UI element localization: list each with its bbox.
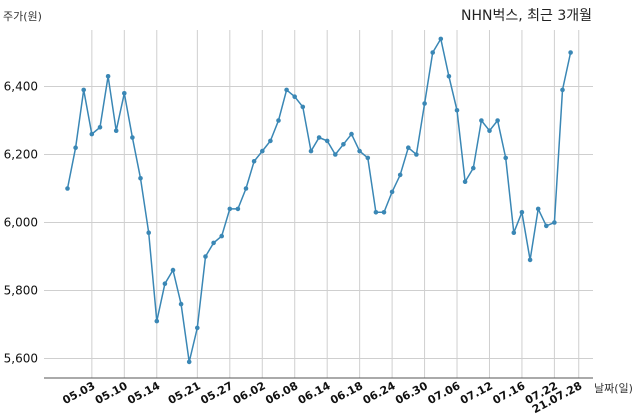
- price-point: [170, 267, 176, 273]
- price-point: [211, 240, 216, 246]
- x-tick-label: 05.21: [166, 379, 203, 407]
- y-tick-label: 5,800: [4, 284, 38, 298]
- x-tick-label: 06.30: [393, 379, 430, 407]
- y-tick-label: 6,000: [4, 216, 38, 230]
- price-point: [219, 233, 224, 239]
- price-point: [195, 325, 200, 331]
- x-tick-label: 06.02: [231, 379, 268, 407]
- price-point: [260, 148, 265, 154]
- price-point: [235, 206, 241, 212]
- price-point: [422, 101, 427, 106]
- price-point: [276, 118, 281, 123]
- x-tick-label: 07.12: [458, 379, 495, 407]
- price-point: [130, 135, 135, 140]
- price-point: [373, 210, 379, 215]
- price-point: [503, 155, 509, 161]
- price-point: [349, 131, 354, 137]
- price-point: [471, 165, 476, 171]
- y-tick-label: 6,200: [4, 148, 38, 162]
- price-point: [552, 220, 557, 225]
- price-point: [251, 159, 257, 164]
- price-point: [203, 254, 208, 259]
- x-tick-label: 05.27: [198, 379, 235, 407]
- price-series-line: [66, 36, 572, 363]
- x-tick-label: 07.06: [426, 379, 463, 407]
- grid-lines: [44, 30, 593, 378]
- price-point: [113, 128, 119, 133]
- price-point: [511, 230, 517, 235]
- price-point: [316, 135, 322, 140]
- x-tick-label: 06.24: [361, 379, 398, 407]
- price-point: [186, 359, 192, 365]
- price-point: [333, 152, 338, 157]
- price-point: [97, 125, 103, 130]
- price-point: [406, 145, 411, 150]
- price-point: [495, 118, 500, 123]
- price-point: [138, 176, 143, 181]
- price-point: [341, 142, 346, 147]
- price-point: [544, 223, 549, 229]
- price-point: [414, 152, 419, 157]
- price-point: [146, 230, 151, 235]
- price-point: [438, 36, 444, 42]
- price-point: [446, 74, 452, 79]
- price-point: [381, 210, 387, 215]
- x-tick-label: 05.10: [93, 379, 130, 407]
- price-point: [89, 131, 95, 137]
- x-tick-label: 05.14: [125, 379, 162, 407]
- x-axis-label: 날짜(일): [594, 381, 633, 395]
- y-tick-labels: 5,600 5,800 6,000 6,200 6,400: [4, 80, 38, 366]
- price-point: [292, 94, 298, 99]
- x-tick-label: 06.14: [296, 379, 333, 407]
- price-point: [227, 206, 233, 212]
- price-point: [105, 74, 111, 79]
- price-point: [479, 118, 484, 123]
- x-tick-label: 06.08: [263, 379, 300, 407]
- price-point: [122, 91, 127, 96]
- price-point: [568, 50, 573, 55]
- price-point: [365, 155, 371, 161]
- price-point: [308, 148, 314, 154]
- price-point: [527, 257, 533, 263]
- price-point: [454, 108, 460, 113]
- price-point: [519, 210, 525, 215]
- y-axis-label: 주가(원): [3, 10, 42, 23]
- price-point: [487, 128, 492, 133]
- price-point: [65, 186, 70, 191]
- y-tick-label: 6,400: [4, 80, 38, 94]
- price-point: [300, 104, 306, 110]
- y-tick-label: 5,600: [4, 352, 38, 366]
- price-point: [535, 206, 541, 212]
- price-point: [560, 87, 565, 93]
- price-point: [162, 281, 168, 287]
- chart-title: NHN벅스, 최근 3개월: [461, 8, 592, 24]
- price-point: [154, 318, 160, 324]
- x-tick-label: 07.16: [491, 379, 528, 407]
- price-point: [389, 189, 395, 195]
- price-point: [268, 138, 273, 144]
- price-point: [284, 87, 289, 93]
- price-point: [357, 148, 362, 154]
- price-point: [73, 145, 78, 150]
- price-point: [243, 186, 249, 191]
- x-tick-label: 05.03: [60, 379, 97, 407]
- price-point: [462, 179, 468, 184]
- price-point: [397, 172, 403, 178]
- price-points: [65, 36, 573, 365]
- price-point: [430, 50, 436, 55]
- price-point: [324, 138, 330, 144]
- price-point: [81, 87, 86, 93]
- price-point: [178, 301, 184, 307]
- x-tick-label: 06.18: [328, 379, 365, 407]
